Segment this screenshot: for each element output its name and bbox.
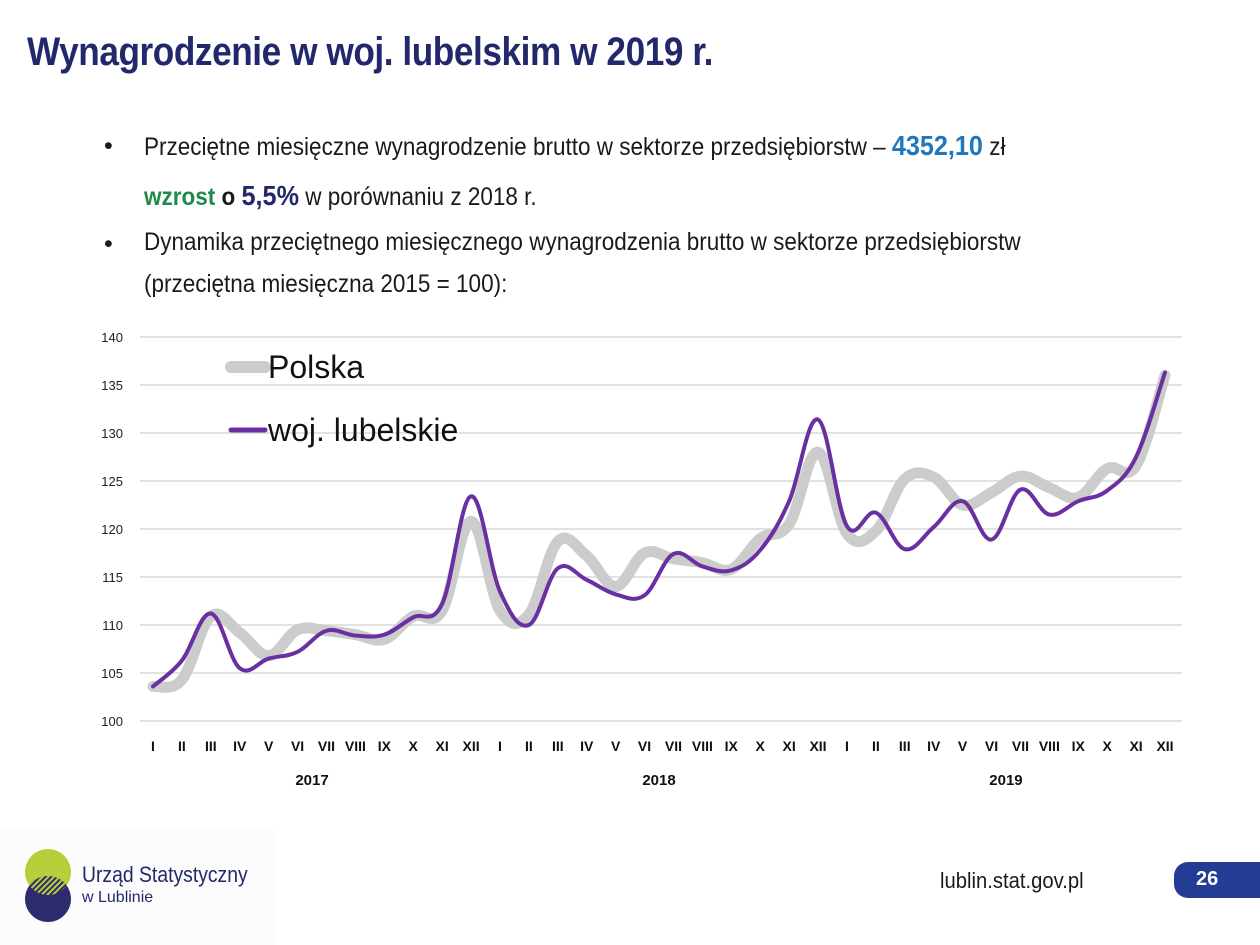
bullet1-line1: Przeciętne miesięczne wynagrodzenie brut… xyxy=(144,130,1005,162)
x-tick-label: XI xyxy=(1129,738,1142,754)
org-city: w Lublinie xyxy=(82,889,154,906)
x-tick-label: I xyxy=(498,738,502,754)
x-tick-label: VIII xyxy=(692,738,713,754)
year-label: 2019 xyxy=(989,772,1022,789)
x-tick-label: V xyxy=(611,738,621,754)
salary-unit: zł xyxy=(989,133,1006,161)
page-number-badge xyxy=(1174,862,1260,898)
year-label: 2018 xyxy=(642,772,675,789)
y-tick-label: 100 xyxy=(101,714,123,729)
y-tick-label: 110 xyxy=(102,618,123,633)
y-tick-label: 140 xyxy=(101,330,123,345)
x-tick-label: IV xyxy=(927,738,941,754)
x-tick-label: VII xyxy=(318,738,335,754)
bullet2-line2: (przeciętna miesięczna 2015 = 100): xyxy=(144,270,508,298)
bullet1-text: Przeciętne miesięczne wynagrodzenie brut… xyxy=(144,133,886,161)
x-tick-label: IX xyxy=(378,738,392,754)
x-tick-label: VI xyxy=(985,738,998,754)
gridlines xyxy=(140,336,1182,722)
x-tick-label: VII xyxy=(665,738,682,754)
salary-value: 4352,10 xyxy=(891,130,983,161)
page-number: 26 xyxy=(1196,868,1219,890)
bullet-marker: • xyxy=(104,132,113,160)
growth-rest: w porównaniu z 2018 r. xyxy=(305,183,537,211)
stat-office-logo-icon xyxy=(25,849,71,922)
x-tick-label: X xyxy=(1102,738,1112,754)
growth-word: wzrost xyxy=(144,183,216,211)
x-tick-label: X xyxy=(409,738,419,754)
x-tick-label: III xyxy=(552,738,564,754)
legend-label: Polska xyxy=(268,349,364,385)
x-tick-label: VI xyxy=(638,738,651,754)
y-tick-label: 115 xyxy=(102,570,123,585)
year-label: 2017 xyxy=(295,772,328,789)
x-tick-label: IV xyxy=(233,738,247,754)
x-tick-label: III xyxy=(205,738,217,754)
website-link[interactable]: lublin.stat.gov.pl xyxy=(940,868,1084,893)
legend: Polska woj. lubelskie xyxy=(225,349,458,448)
x-tick-label: XI xyxy=(436,738,449,754)
x-tick-label: II xyxy=(872,738,880,754)
y-tick-label: 125 xyxy=(101,474,123,489)
x-axis-ticks: I II III IV V VI VII VIII IX X XI XII I II III IV V VI VII… xyxy=(151,738,1174,754)
x-tick-label: V xyxy=(958,738,968,754)
y-tick-label: 120 xyxy=(101,522,123,537)
x-tick-label: VIII xyxy=(345,738,366,754)
x-tick-label: IX xyxy=(1072,738,1086,754)
x-tick-label: VIII xyxy=(1039,738,1060,754)
bullet2-line1: Dynamika przeciętnego miesięcznego wynag… xyxy=(144,228,1021,256)
x-tick-label: VI xyxy=(291,738,304,754)
slide-title: Wynagrodzenie w woj. lubelskim w 2019 r. xyxy=(27,30,713,74)
y-axis-ticks: 100 105 110 115 120 125 130 135 140 xyxy=(101,330,123,729)
year-labels: 2017 2018 2019 xyxy=(295,772,1022,789)
y-tick-label: 105 xyxy=(101,666,123,681)
x-tick-label: II xyxy=(178,738,186,754)
x-tick-label: VII xyxy=(1012,738,1029,754)
x-tick-label: I xyxy=(151,738,155,754)
x-tick-label: IX xyxy=(725,738,739,754)
y-tick-label: 130 xyxy=(101,426,123,441)
growth-o: o xyxy=(221,183,236,211)
growth-value: 5,5% xyxy=(241,180,299,211)
x-tick-label: XII xyxy=(1156,738,1173,754)
x-tick-label: X xyxy=(756,738,766,754)
bullet-marker: • xyxy=(104,230,113,258)
x-tick-label: XII xyxy=(462,738,479,754)
series-lines xyxy=(147,369,1171,693)
legend-label: woj. lubelskie xyxy=(267,412,458,448)
org-name: Urząd Statystyczny xyxy=(82,862,248,887)
y-tick-label: 135 xyxy=(101,378,123,393)
x-tick-label: I xyxy=(845,738,849,754)
x-tick-label: XII xyxy=(809,738,826,754)
x-tick-label: III xyxy=(899,738,911,754)
x-tick-label: IV xyxy=(580,738,594,754)
x-tick-label: II xyxy=(525,738,533,754)
x-tick-label: XI xyxy=(782,738,795,754)
bullet1-line2: wzrost o 5,5% w porównaniu z 2018 r. xyxy=(144,180,537,212)
x-tick-label: V xyxy=(264,738,274,754)
